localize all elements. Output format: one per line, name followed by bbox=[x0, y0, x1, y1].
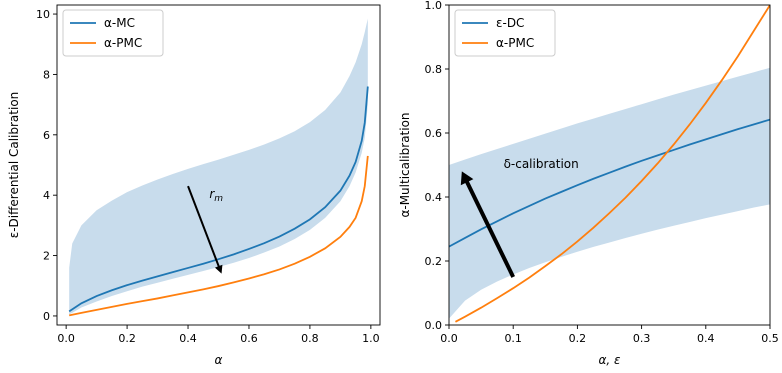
x-axis-label-left: α bbox=[215, 353, 223, 367]
chart-right-band bbox=[449, 67, 770, 319]
y-ticks-left: 0 2 4 6 8 10 bbox=[36, 8, 57, 323]
y-tick-label: 0.8 bbox=[425, 63, 443, 76]
y-axis-label-left: ε-Differential Calibration bbox=[7, 92, 21, 239]
x-tick-label: 0.0 bbox=[57, 332, 75, 345]
series-line-alpha-pmc bbox=[69, 155, 369, 317]
legend-box-left bbox=[62, 9, 164, 57]
band-area-right bbox=[449, 67, 770, 319]
chart-left-arrow bbox=[187, 185, 223, 274]
y-tick-label: 0.4 bbox=[425, 191, 443, 204]
legend-left: α-MC α-PMC bbox=[62, 9, 164, 57]
legend-label-epsilon-dc: ε-DC bbox=[496, 16, 524, 30]
chart-right: δ-calibration 0.0 0.1 0.2 0.3 0.4 0.5 0.00.20… bbox=[398, 0, 779, 367]
annotation-rm-main: r bbox=[209, 187, 215, 201]
x-tick-label: 0.8 bbox=[301, 332, 319, 345]
series-line-alpha-mc bbox=[68, 86, 369, 313]
y-tick-label: 2 bbox=[43, 250, 50, 263]
x-ticks-left: 0.0 0.2 0.4 0.6 0.8 1.0 bbox=[57, 325, 380, 345]
x-tick-label: 0.4 bbox=[179, 332, 197, 345]
x-tick-label: 0.0 bbox=[440, 332, 458, 345]
x-tick-label: 0.2 bbox=[569, 332, 587, 345]
series-line-epsilon-dc bbox=[449, 118, 770, 248]
legend-box-right bbox=[454, 9, 556, 57]
chart-right-arrow bbox=[460, 171, 515, 278]
x-tick-label: 0.3 bbox=[633, 332, 651, 345]
arrow-shaft-right bbox=[464, 180, 515, 278]
y-tick-label: 0.2 bbox=[425, 255, 443, 268]
chart-left: rm 0.0 0.2 0.4 0.6 0.8 1.0 0 2 4 6 8 10 α ε-Differ… bbox=[7, 4, 381, 367]
y-tick-label: 10 bbox=[36, 8, 50, 21]
legend-right: ε-DC α-PMC bbox=[454, 9, 556, 57]
y-tick-label: 0 bbox=[43, 310, 50, 323]
chart-right-series bbox=[449, 5, 770, 323]
x-tick-label: 0.4 bbox=[697, 332, 715, 345]
x-tick-label: 0.1 bbox=[504, 332, 522, 345]
y-ticks-right: 0.0 0.2 0.4 0.6 0.8 1.0 bbox=[425, 0, 449, 332]
x-ticks-right: 0.0 0.1 0.2 0.3 0.4 0.5 bbox=[440, 325, 779, 345]
chart-left-series bbox=[68, 86, 369, 317]
legend-label-alpha-pmc-right: α-PMC bbox=[496, 36, 534, 50]
y-tick-label: 0.0 bbox=[425, 319, 443, 332]
plot-frame-right bbox=[448, 4, 771, 326]
plot-frame-left bbox=[56, 4, 381, 326]
legend-label-alpha-mc: α-MC bbox=[104, 16, 135, 30]
series-line-alpha-pmc-right bbox=[454, 5, 770, 323]
y-tick-label: 6 bbox=[43, 129, 50, 142]
arrow-shaft-left bbox=[187, 185, 220, 268]
x-tick-label: 0.6 bbox=[240, 332, 258, 345]
chart-left-band bbox=[69, 18, 368, 315]
arrow-head-left bbox=[214, 264, 223, 274]
x-axis-label-right: α, ε bbox=[598, 353, 621, 367]
y-tick-label: 0.6 bbox=[425, 127, 443, 140]
annotation-rm: rm bbox=[209, 187, 223, 204]
legend-label-alpha-pmc: α-PMC bbox=[104, 36, 142, 50]
x-tick-label: 1.0 bbox=[362, 332, 380, 345]
annotation-delta-calibration: δ-calibration bbox=[504, 157, 579, 171]
annotation-rm-sub: m bbox=[214, 194, 223, 204]
y-tick-label: 8 bbox=[43, 68, 50, 81]
arrow-head-right bbox=[460, 171, 474, 186]
x-tick-label: 0.2 bbox=[118, 332, 136, 345]
y-tick-label: 4 bbox=[43, 189, 50, 202]
band-area-left bbox=[69, 18, 368, 315]
y-tick-label: 1.0 bbox=[425, 0, 443, 12]
y-axis-label-right: α-Multicalibration bbox=[398, 112, 412, 217]
x-tick-label: 0.5 bbox=[761, 332, 779, 345]
